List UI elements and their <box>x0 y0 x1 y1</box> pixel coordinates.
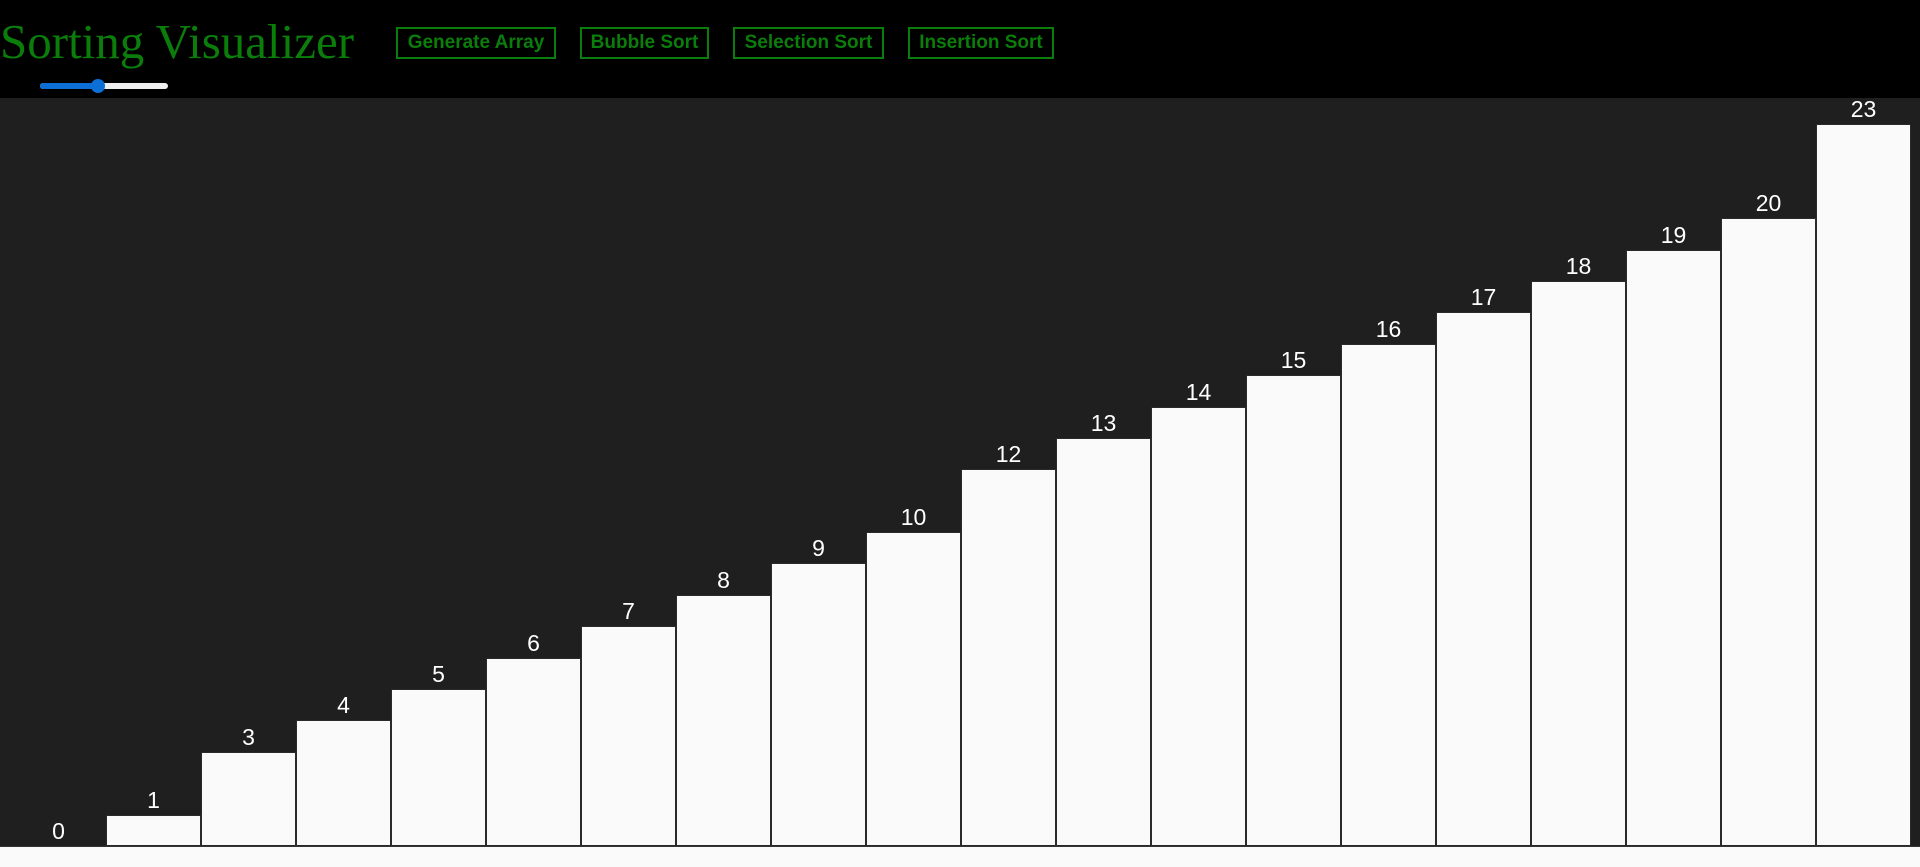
bar-4 <box>391 689 486 846</box>
bar-15 <box>1436 312 1531 846</box>
slider-thumb[interactable] <box>90 79 105 93</box>
bar-1 <box>106 814 201 846</box>
bar-6 <box>581 626 676 846</box>
bar-5 <box>486 657 581 846</box>
bar-value-label: 6 <box>527 629 540 656</box>
bar-value-label: 15 <box>1280 347 1307 374</box>
chart-baseline <box>0 846 1920 867</box>
bar-9 <box>866 532 961 846</box>
bar-17 <box>1626 249 1721 846</box>
bar-value-label: 4 <box>337 692 350 719</box>
header-bar: Sorting Visualizer Generate Array Bubble… <box>0 0 1920 98</box>
slider-fill <box>40 83 98 89</box>
bar-11 <box>1056 437 1151 846</box>
bar-12 <box>1151 406 1246 846</box>
bar-2 <box>201 751 296 846</box>
bar-16 <box>1531 280 1626 846</box>
selection-sort-button[interactable]: Selection Sort <box>733 27 884 59</box>
bar-value-label: 17 <box>1470 284 1497 311</box>
insertion-sort-button[interactable]: Insertion Sort <box>908 27 1054 59</box>
bar-value-label: 13 <box>1090 409 1117 436</box>
bar-value-label: 8 <box>717 566 730 593</box>
bar-value-label: 9 <box>812 535 825 562</box>
bar-19 <box>1816 124 1911 846</box>
bar-value-label: 1 <box>147 786 160 813</box>
bar-value-label: 16 <box>1375 315 1402 342</box>
bar-value-label: 23 <box>1850 96 1877 122</box>
generate-array-button[interactable]: Generate Array <box>396 27 556 59</box>
bar-value-label: 5 <box>432 661 445 688</box>
bar-13 <box>1246 375 1341 846</box>
bar-value-label: 19 <box>1660 221 1687 248</box>
bar-10 <box>961 469 1056 846</box>
bubble-sort-button[interactable]: Bubble Sort <box>580 27 709 59</box>
bar-18 <box>1721 218 1816 846</box>
bar-value-label: 3 <box>242 723 255 750</box>
bar-value-label: 18 <box>1565 252 1592 279</box>
bar-7 <box>676 594 771 846</box>
bar-value-label: 7 <box>622 598 635 625</box>
bar-value-label: 20 <box>1755 190 1782 217</box>
bar-value-label: 14 <box>1185 378 1212 405</box>
bar-value-label: 12 <box>995 441 1022 468</box>
app-title: Sorting Visualizer <box>0 14 355 69</box>
array-size-slider[interactable] <box>40 78 168 94</box>
bar-14 <box>1341 343 1436 846</box>
bar-3 <box>296 720 391 846</box>
bar-8 <box>771 563 866 846</box>
bar-value-label: 10 <box>900 504 927 531</box>
bar-value-label: 0 <box>52 818 65 844</box>
